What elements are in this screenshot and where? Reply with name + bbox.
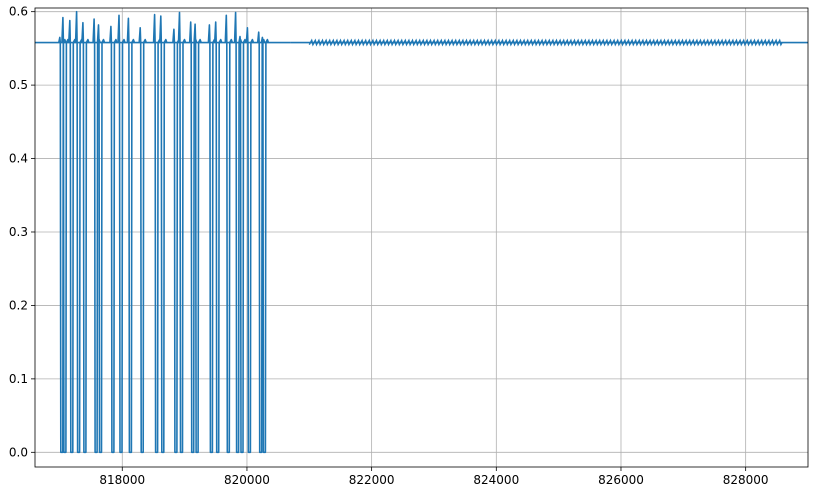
series-dip	[193, 23, 202, 454]
series-dip	[224, 14, 234, 454]
series-dip	[245, 26, 255, 454]
series-dip	[109, 25, 118, 454]
series-dip	[81, 21, 90, 454]
y-tick-label: 0.6	[9, 5, 28, 19]
series-dip	[159, 15, 168, 454]
series-dip	[117, 14, 126, 454]
x-tick-label: 828000	[723, 473, 769, 487]
y-tick-label: 0.3	[9, 225, 28, 239]
series-noise-band	[308, 38, 783, 47]
x-tick-label: 820000	[224, 473, 270, 487]
y-tick-labels: 0.0 0.1 0.2 0.3 0.4 0.5 0.6	[9, 5, 28, 460]
series-dip	[213, 21, 223, 454]
y-tick-label: 0.5	[9, 78, 28, 92]
series-layer	[35, 10, 808, 454]
y-tick-label: 0.0	[9, 445, 28, 459]
x-tick-label: 818000	[99, 473, 145, 487]
series-dip	[61, 16, 70, 454]
y-tick-label: 0.2	[9, 298, 28, 312]
y-tick-label: 0.4	[9, 152, 28, 166]
series-dip	[126, 17, 136, 454]
y-tick-label: 0.1	[9, 372, 28, 386]
series-dip	[138, 26, 147, 454]
x-tick-label: 822000	[349, 473, 395, 487]
x-tick-label: 826000	[598, 473, 644, 487]
series-dip	[96, 24, 106, 454]
series-dip	[68, 19, 77, 454]
series-dip	[238, 35, 247, 454]
series-dip	[58, 36, 67, 454]
x-tick-labels: 818000 820000 822000 824000 826000 828000	[99, 473, 768, 487]
series-dip	[260, 36, 270, 454]
x-tick-label: 824000	[473, 473, 519, 487]
series-group	[35, 10, 808, 454]
axis-ticks	[31, 11, 747, 471]
series-dip	[177, 11, 187, 454]
axes-frame	[34, 7, 809, 468]
